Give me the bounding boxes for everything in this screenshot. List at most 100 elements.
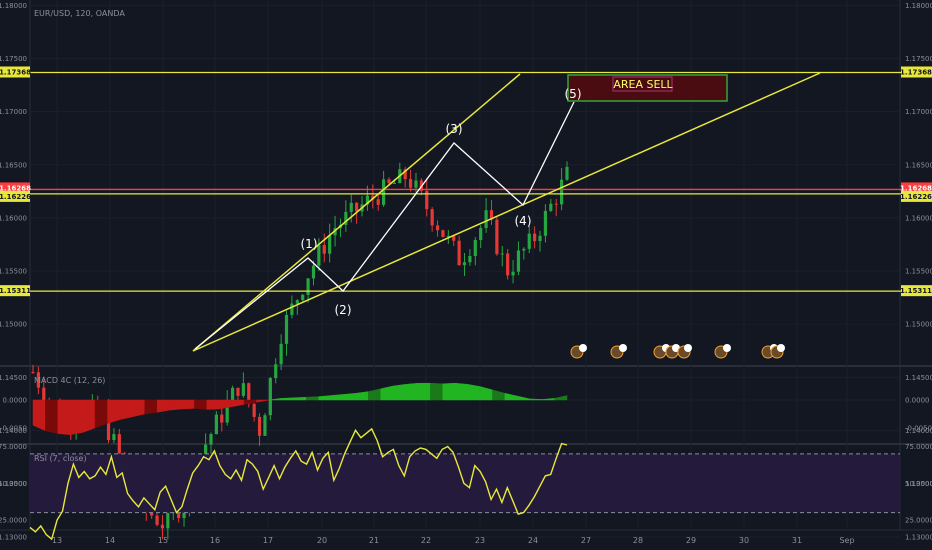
macd-bar [405,382,419,401]
candle-body [301,294,305,301]
rsi-pane [29,427,900,541]
macd-bar [181,399,195,410]
macd-pane [32,382,568,436]
x-tick-label: 22 [421,536,431,545]
macd-bar [256,399,269,403]
channel-lower-line [192,72,821,352]
price-tag-right [901,190,932,202]
area-sell-label: AREA SELL [613,78,673,91]
svg-text:43: 43 [777,345,785,352]
candle-body [31,372,35,374]
price-tag-label: 1.15311 [0,287,31,295]
candle-body [511,271,515,276]
candle-body [554,203,558,205]
wave-channel [192,72,821,352]
candle-body [317,245,321,266]
macd-bar [45,399,59,434]
candle-body [392,182,396,184]
candle-body [36,372,40,388]
y-tick-label: 1.16000 [0,214,27,222]
candle-body [365,195,370,205]
y-tick-label: 1.17500 [905,55,932,63]
candle-body [284,314,289,344]
event-markers[interactable]: 3 3 4 3 8 4 7 43 [570,344,785,359]
macd-tick-label: 0.0000 [3,397,28,405]
wave-label-4: (4) [515,214,532,228]
event-marker[interactable]: 3 [610,344,627,359]
candle-body [452,235,456,241]
macd-bar [355,391,369,401]
candle-body [220,414,224,423]
candle-body [382,179,386,205]
price-tag-label: 1.16226 [900,193,932,201]
candle-body [311,265,316,279]
x-tick-label: 31 [792,536,802,545]
macd-bar [206,399,220,410]
candle-body [371,195,375,200]
price-tag-right [901,66,932,78]
macd-bar [70,399,83,436]
rsi-tick-label: 25.0000 [905,517,932,525]
event-marker[interactable]: 8 [677,344,692,359]
macd-bar [430,382,444,401]
svg-text:3: 3 [674,345,678,352]
event-marker[interactable]: 4 [653,344,670,359]
macd-bar [107,399,121,424]
candle-body [500,253,504,255]
channel-upper-line [192,73,521,352]
wave-label-2: (2) [335,303,352,317]
event-marker[interactable]: 43 [770,344,785,359]
candle-body [533,233,537,242]
x-tick-label: 29 [686,536,696,545]
x-tick-label: 27 [581,536,591,545]
x-tick-label: 30 [739,536,749,545]
candle-body [112,434,116,441]
candle-body [549,203,553,211]
y-tick-label: 1.14000 [905,427,932,435]
y-tick-label: 1.15000 [0,321,27,329]
rsi-label: RSI (7, close) [34,454,87,463]
candle-body [214,414,218,435]
macd-bar [32,399,46,432]
candle-body [225,401,229,423]
y-tick-label: 1.14000 [0,427,27,435]
candle-body [527,233,531,249]
y-tick-label: 1.13000 [0,533,27,541]
macd-bar [156,399,170,413]
candle-body [279,343,283,365]
area-sell-box[interactable]: AREA SELL [567,74,728,102]
candle-body [252,403,256,417]
price-tag-right [901,182,932,194]
x-tick-label: 16 [210,536,220,545]
macd-tick-label: -0.0050 [0,425,27,433]
event-marker[interactable]: 4 [714,344,731,359]
price-tag-left [0,182,30,194]
svg-text:3: 3 [581,345,585,352]
candle-body [328,235,332,254]
candle-body [425,190,429,210]
candle-body [355,202,359,212]
candle-body [560,179,564,205]
macd-bar [132,399,146,418]
x-tick-label: 24 [528,536,538,545]
symbol-title: EUR/USD, 120, OANDA [34,9,125,18]
candle-body [462,262,467,266]
candle-body [446,235,450,237]
svg-text:4: 4 [725,345,729,352]
candle-body [468,255,472,263]
x-tick-label: 17 [263,536,273,545]
candle-body [204,444,208,459]
candle-body [209,434,213,445]
y-tick-label: 1.18000 [905,2,932,10]
macd-bar [305,396,319,401]
y-tick-label: 1.14500 [0,374,27,382]
wave-label-3: (3) [446,122,463,136]
candle-body [117,434,121,454]
candle-body [290,303,294,315]
event-marker[interactable]: 3 [570,344,587,359]
y-tick-label: 1.18000 [0,2,27,10]
candle-body [543,210,548,236]
